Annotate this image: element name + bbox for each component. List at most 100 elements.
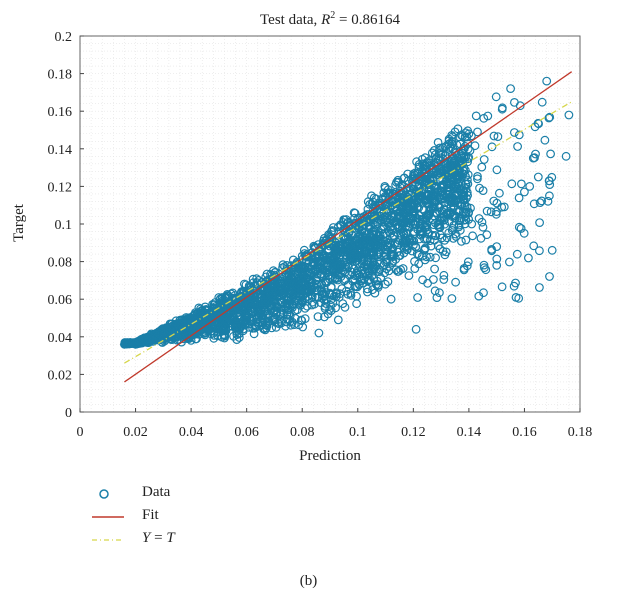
title-var: R — [320, 12, 330, 28]
data-point — [450, 147, 460, 157]
data-point — [282, 310, 292, 319]
data-point — [220, 331, 230, 341]
data-point — [330, 273, 340, 283]
x-tick-label: 0.08 — [290, 425, 315, 440]
data-point — [381, 237, 391, 247]
data-point — [412, 249, 422, 259]
identity-line — [124, 101, 572, 364]
data-point — [422, 162, 432, 172]
data-point — [415, 210, 425, 220]
data-point — [545, 112, 555, 122]
data-point — [457, 236, 466, 246]
data-point — [297, 261, 307, 271]
x-tick-label: 0.12 — [401, 425, 426, 440]
data-point — [545, 180, 555, 190]
data-point — [429, 220, 439, 230]
data-point — [119, 339, 129, 349]
data-point — [240, 306, 249, 316]
data-point — [365, 275, 375, 284]
data-point — [311, 266, 320, 276]
data-point — [242, 315, 251, 325]
fit-line — [124, 71, 573, 383]
data-point — [397, 218, 406, 228]
data-point — [517, 179, 526, 189]
data-point — [435, 288, 444, 298]
data-point — [386, 251, 396, 261]
data-point — [249, 329, 259, 339]
data-point — [269, 278, 279, 288]
data-point — [186, 323, 196, 332]
y-tick-label: 0.14 — [48, 143, 73, 158]
data-point — [429, 275, 438, 284]
data-point — [411, 220, 421, 230]
data-point — [368, 258, 378, 268]
data-point — [447, 181, 457, 191]
data-point — [477, 162, 487, 172]
data-point — [335, 289, 345, 299]
data-point — [459, 195, 469, 205]
data-point — [487, 244, 497, 254]
data-point — [250, 323, 260, 333]
data-point — [529, 199, 539, 209]
data-point — [391, 180, 401, 190]
data-point — [261, 323, 271, 333]
data-point — [294, 296, 303, 306]
data-point — [259, 315, 268, 324]
data-point — [344, 262, 353, 272]
data-point — [407, 246, 417, 256]
data-point — [446, 172, 456, 182]
data-point — [293, 278, 302, 288]
data-point — [459, 215, 469, 225]
data-point — [350, 208, 360, 218]
data-point — [394, 266, 404, 276]
data-point — [409, 169, 419, 179]
data-point — [399, 243, 409, 253]
data-point — [535, 218, 544, 228]
data-point — [422, 157, 432, 167]
data-point — [561, 151, 571, 161]
data-point — [447, 130, 457, 140]
data-point — [442, 233, 452, 243]
data-point — [408, 211, 418, 221]
data-point — [376, 212, 385, 222]
data-point — [296, 315, 306, 325]
data-point — [425, 205, 434, 215]
data-point — [540, 135, 550, 145]
data-point — [342, 224, 352, 234]
data-point — [467, 219, 477, 229]
data-point — [329, 261, 339, 271]
x-tick-label: 0.02 — [123, 425, 148, 440]
data-point — [361, 248, 370, 258]
data-point — [442, 171, 452, 181]
data-point — [428, 173, 438, 183]
data-point — [241, 316, 251, 326]
data-point — [533, 118, 543, 128]
data-point — [383, 277, 393, 287]
y-tick-label: 0.1 — [55, 218, 73, 233]
legend: Data Fit Y = T — [92, 482, 292, 551]
data-point — [347, 263, 357, 273]
data-point — [386, 294, 396, 304]
data-point — [388, 230, 398, 240]
data-point — [436, 164, 445, 174]
data-point — [394, 213, 404, 223]
data-point — [524, 253, 533, 263]
data-point — [200, 319, 210, 329]
data-point — [436, 148, 446, 158]
y-tick-label: 0.2 — [55, 30, 73, 45]
data-point — [475, 183, 484, 193]
data-point — [334, 261, 344, 271]
data-point — [277, 305, 287, 315]
data-point — [463, 257, 473, 267]
data-point — [438, 143, 448, 153]
data-point — [257, 320, 267, 330]
data-point — [431, 153, 441, 163]
legend-item-data: Data — [92, 482, 292, 505]
data-point — [507, 179, 517, 189]
data-point — [489, 196, 499, 206]
data-point — [451, 162, 460, 172]
data-point — [380, 268, 390, 278]
data-point — [458, 169, 468, 179]
x-tick-label: 0.16 — [512, 425, 537, 440]
data-point — [278, 260, 288, 270]
